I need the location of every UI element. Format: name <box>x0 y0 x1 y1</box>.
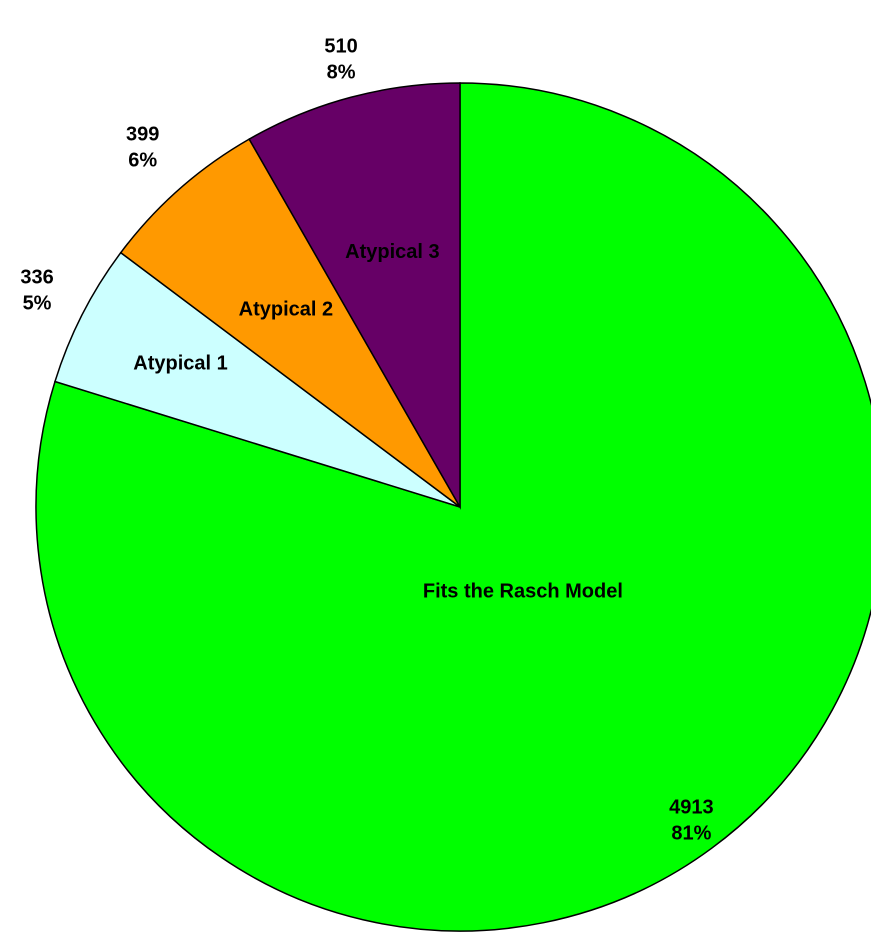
percentage-label: 8% <box>327 62 356 84</box>
value-label: 336 <box>20 266 53 288</box>
percentage-label: 81% <box>671 822 711 844</box>
category-label: Fits the Rasch Model <box>423 581 623 603</box>
pie-slice <box>248 82 461 510</box>
pie-slice <box>119 138 461 508</box>
value-label: 4913 <box>669 796 714 818</box>
category-label: Atypical 3 <box>345 241 439 263</box>
percentage-label: 5% <box>23 292 52 314</box>
pie-slice <box>35 82 871 932</box>
category-label: Atypical 2 <box>239 298 333 320</box>
pie-slice <box>54 251 461 508</box>
percentage-label: 6% <box>128 149 157 171</box>
category-label: Atypical 1 <box>133 353 227 375</box>
value-label: 399 <box>126 123 159 145</box>
value-label: 510 <box>324 36 357 58</box>
